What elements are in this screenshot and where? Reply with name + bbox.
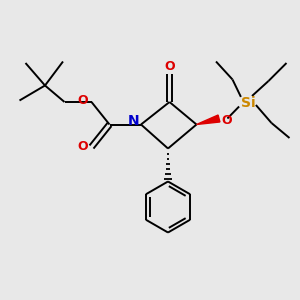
- Polygon shape: [196, 115, 220, 124]
- Text: N: N: [128, 114, 139, 128]
- Text: O: O: [78, 140, 88, 154]
- Text: O: O: [222, 113, 232, 127]
- Text: Si: Si: [241, 96, 255, 110]
- Text: O: O: [164, 60, 175, 74]
- Text: O: O: [78, 94, 88, 107]
